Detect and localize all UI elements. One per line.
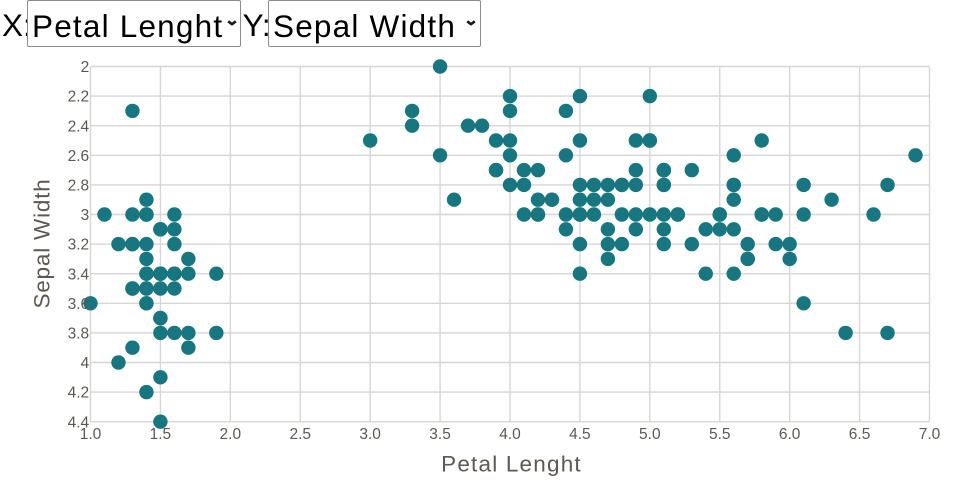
svg-text:5.0: 5.0 [639,426,661,443]
svg-text:Petal Lenght: Petal Lenght [441,452,582,477]
svg-text:4.2: 4.2 [68,385,90,402]
svg-text:4.5: 4.5 [569,426,591,443]
svg-text:2.5: 2.5 [289,426,311,443]
svg-text:Sepal Width: Sepal Width [30,178,55,308]
svg-text:3.6: 3.6 [68,296,90,313]
svg-text:2.4: 2.4 [68,118,90,135]
svg-text:4.0: 4.0 [499,426,521,443]
svg-text:4.4: 4.4 [68,414,90,431]
svg-text:6.5: 6.5 [849,426,871,443]
svg-text:2: 2 [81,59,90,76]
svg-text:3.8: 3.8 [68,326,90,343]
svg-text:3.0: 3.0 [359,426,381,443]
svg-text:2.8: 2.8 [68,178,90,195]
svg-text:3.5: 3.5 [429,426,451,443]
svg-text:7.0: 7.0 [919,426,941,443]
svg-text:4: 4 [81,355,90,372]
svg-text:3: 3 [81,207,90,224]
svg-text:2.6: 2.6 [68,148,90,165]
svg-text:6.0: 6.0 [779,426,801,443]
svg-text:5.5: 5.5 [709,426,731,443]
svg-text:1.5: 1.5 [150,426,172,443]
svg-text:1.0: 1.0 [80,426,102,443]
svg-text:2.0: 2.0 [220,426,242,443]
svg-text:3.4: 3.4 [68,266,90,283]
svg-text:3.2: 3.2 [68,237,90,254]
svg-text:2.2: 2.2 [68,89,90,106]
